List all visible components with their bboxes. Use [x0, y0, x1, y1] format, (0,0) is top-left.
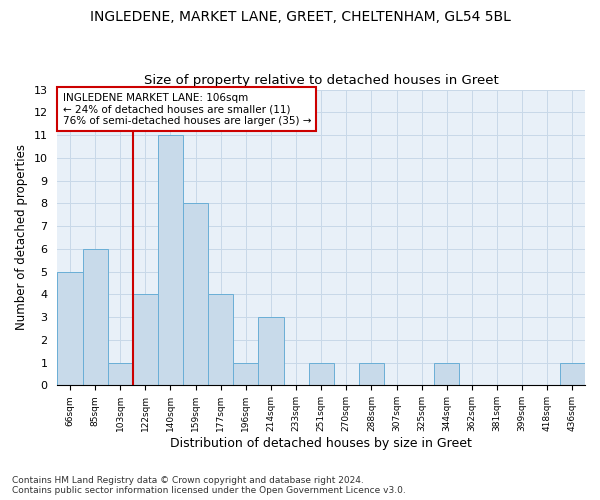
Text: INGLEDENE MARKET LANE: 106sqm
← 24% of detached houses are smaller (11)
76% of s: INGLEDENE MARKET LANE: 106sqm ← 24% of d…: [62, 92, 311, 126]
X-axis label: Distribution of detached houses by size in Greet: Distribution of detached houses by size …: [170, 437, 472, 450]
Bar: [208, 294, 233, 386]
Y-axis label: Number of detached properties: Number of detached properties: [15, 144, 28, 330]
Bar: [560, 362, 585, 386]
Text: Contains HM Land Registry data © Crown copyright and database right 2024.
Contai: Contains HM Land Registry data © Crown c…: [12, 476, 406, 495]
Bar: [133, 294, 158, 386]
Bar: [58, 272, 83, 386]
Bar: [359, 362, 384, 386]
Bar: [308, 362, 334, 386]
Bar: [183, 204, 208, 386]
Bar: [233, 362, 259, 386]
Bar: [434, 362, 460, 386]
Bar: [83, 249, 107, 386]
Title: Size of property relative to detached houses in Greet: Size of property relative to detached ho…: [144, 74, 499, 87]
Bar: [158, 135, 183, 386]
Text: INGLEDENE, MARKET LANE, GREET, CHELTENHAM, GL54 5BL: INGLEDENE, MARKET LANE, GREET, CHELTENHA…: [89, 10, 511, 24]
Bar: [259, 317, 284, 386]
Bar: [107, 362, 133, 386]
